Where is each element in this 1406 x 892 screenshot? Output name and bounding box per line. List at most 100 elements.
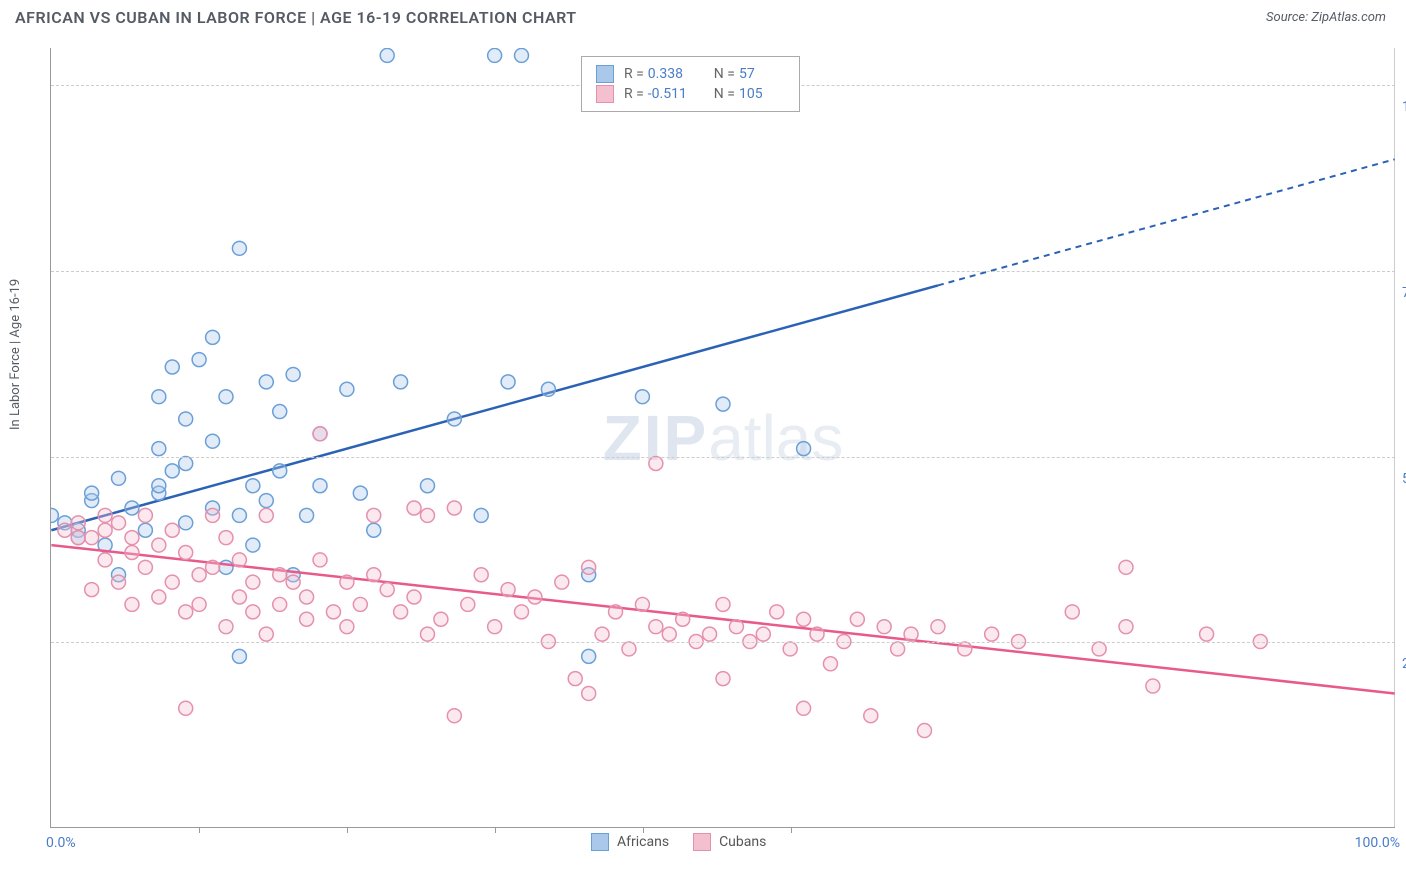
legend-n-value: 105 [739, 86, 769, 102]
scatter-point [179, 605, 193, 619]
scatter-point [918, 724, 932, 738]
scatter-point [582, 649, 596, 663]
scatter-point [58, 523, 72, 537]
scatter-point [71, 531, 85, 545]
scatter-point [259, 375, 273, 389]
scatter-point [703, 627, 717, 641]
source-label: Source: ZipAtlas.com [1266, 10, 1386, 25]
scatter-point [152, 442, 166, 456]
scatter-point [138, 560, 152, 574]
scatter-point [125, 597, 139, 611]
scatter-point [770, 605, 784, 619]
gridline [51, 457, 1395, 458]
scatter-point [273, 597, 287, 611]
scatter-point [219, 560, 233, 574]
scatter-point [112, 575, 126, 589]
scatter-point [420, 508, 434, 522]
scatter-point [246, 538, 260, 552]
series-legend-item: Africans [591, 833, 669, 851]
scatter-point [246, 575, 260, 589]
scatter-point [286, 575, 300, 589]
scatter-point [501, 583, 515, 597]
scatter-point [595, 627, 609, 641]
correlation-legend: R =0.338N =57R =-0.511N =105 [581, 56, 800, 112]
scatter-point [394, 375, 408, 389]
scatter-point [676, 612, 690, 626]
scatter-point [447, 412, 461, 426]
x-tick-mark [347, 827, 348, 833]
scatter-point [152, 390, 166, 404]
scatter-point [313, 553, 327, 567]
scatter-point [515, 48, 529, 62]
scatter-point [474, 508, 488, 522]
scatter-point [353, 597, 367, 611]
scatter-plot-svg [51, 48, 1395, 827]
trendline [51, 285, 938, 530]
correlation-legend-row: R =0.338N =57 [596, 65, 785, 83]
legend-n-value: 57 [739, 66, 769, 82]
scatter-point [1065, 605, 1079, 619]
scatter-point [179, 546, 193, 560]
scatter-point [138, 523, 152, 537]
scatter-point [259, 494, 273, 508]
scatter-point [313, 427, 327, 441]
scatter-point [1092, 642, 1106, 656]
y-tick-label: 50.0% [1402, 471, 1406, 487]
series-legend-label: Africans [617, 834, 669, 850]
legend-swatch [693, 833, 711, 851]
scatter-point [380, 48, 394, 62]
scatter-point [98, 508, 112, 522]
scatter-point [300, 590, 314, 604]
series-legend-item: Cubans [693, 833, 766, 851]
y-tick-label: 25.0% [1402, 656, 1406, 672]
scatter-point [797, 442, 811, 456]
legend-swatch [591, 833, 609, 851]
scatter-point [756, 627, 770, 641]
scatter-point [192, 353, 206, 367]
scatter-point [85, 486, 99, 500]
scatter-point [877, 620, 891, 634]
scatter-point [326, 605, 340, 619]
scatter-point [98, 553, 112, 567]
scatter-point [85, 583, 99, 597]
scatter-point [340, 575, 354, 589]
scatter-point [340, 620, 354, 634]
scatter-point [367, 523, 381, 537]
scatter-point [662, 627, 676, 641]
scatter-point [98, 523, 112, 537]
scatter-point [541, 382, 555, 396]
scatter-point [407, 501, 421, 515]
scatter-point [179, 412, 193, 426]
scatter-point [434, 612, 448, 626]
scatter-point [353, 486, 367, 500]
scatter-point [649, 456, 663, 470]
scatter-point [206, 560, 220, 574]
legend-r-value: 0.338 [648, 66, 698, 82]
scatter-point [474, 568, 488, 582]
scatter-point [985, 627, 999, 641]
scatter-point [232, 553, 246, 567]
scatter-point [192, 597, 206, 611]
scatter-point [1119, 560, 1133, 574]
scatter-point [232, 590, 246, 604]
scatter-point [219, 620, 233, 634]
scatter-point [246, 605, 260, 619]
series-legend: Africans Cubans [591, 833, 766, 851]
scatter-point [447, 709, 461, 723]
trendline-extrapolated [938, 159, 1395, 285]
scatter-point [515, 605, 529, 619]
x-tick-mark [791, 827, 792, 833]
legend-r-label: R = [624, 66, 644, 82]
chart-title: AFRICAN VS CUBAN IN LABOR FORCE | AGE 16… [15, 8, 577, 27]
scatter-point [179, 701, 193, 715]
scatter-point [420, 627, 434, 641]
scatter-point [112, 516, 126, 530]
y-tick-label: 100.0% [1402, 99, 1406, 115]
scatter-point [649, 620, 663, 634]
x-tick-mark [199, 827, 200, 833]
scatter-point [206, 330, 220, 344]
scatter-point [729, 620, 743, 634]
scatter-point [394, 605, 408, 619]
scatter-point [219, 531, 233, 545]
scatter-point [152, 479, 166, 493]
